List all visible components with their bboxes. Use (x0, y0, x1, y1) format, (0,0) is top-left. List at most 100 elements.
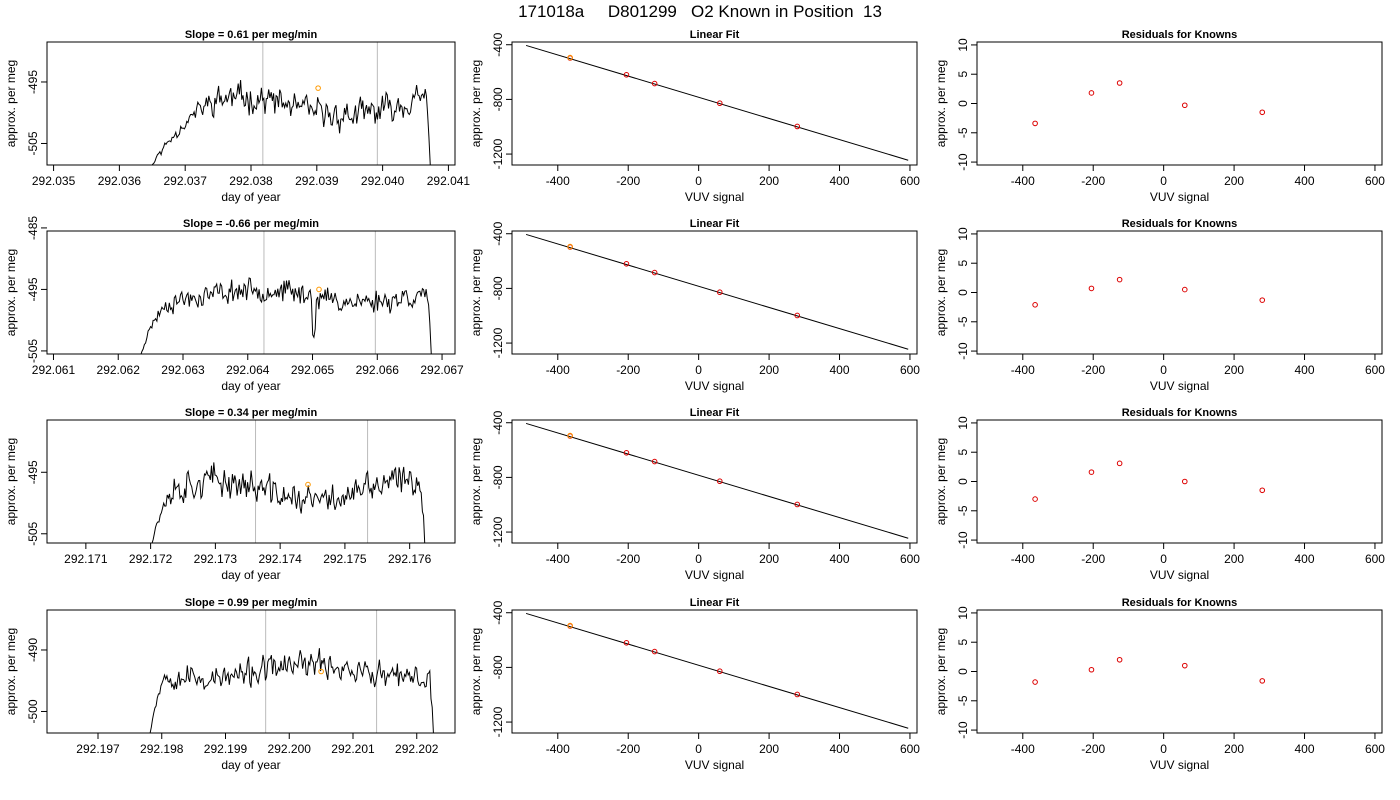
panel-3-2: -400 -200 0 200 400 600 -400 -800 -1200 Linear Fi… (469, 407, 920, 582)
y-axis-label: approx. per meg (4, 249, 18, 336)
panel-2-3: -400 -200 0 200 400 600 -10 -5 0 5 10 Residuals for… (934, 218, 1385, 393)
data-point (1259, 678, 1266, 684)
panel-title: Linear Fit (690, 218, 740, 230)
y-axis-label: approx. per meg (934, 438, 948, 525)
x-tick-label: 600 (1365, 552, 1385, 566)
y-tick-label: -495 (26, 460, 40, 484)
data-point (1032, 679, 1038, 685)
x-axis-label: VUV signal (1150, 758, 1209, 772)
x-axis-label: VUV signal (685, 190, 744, 204)
x-tick-label: 600 (900, 742, 920, 756)
panel-3-1: 292.171 292.172 292.173 292.174 292.175 292.1… (4, 407, 456, 582)
plot-area (140, 231, 432, 354)
highlight-point (567, 432, 573, 439)
data-point (1088, 285, 1095, 292)
x-tick-label: 200 (759, 174, 779, 188)
x-tick-label: 0 (1160, 552, 1167, 566)
x-tick-label: 292.063 (161, 363, 205, 377)
data-point (651, 648, 658, 655)
x-tick-label: 0 (695, 742, 702, 756)
y-tick-label: -495 (26, 277, 40, 301)
data-point (794, 312, 801, 319)
y-tick-label: -5 (956, 505, 970, 516)
y-axis-label: approx. per meg (469, 438, 483, 525)
x-tick-label: -200 (1081, 742, 1105, 756)
y-axis-label: approx. per meg (4, 628, 18, 715)
y-tick-label: 0 (956, 289, 970, 296)
panel-4-2: -400 -200 0 200 400 600 -400 -800 -1200 Linear Fi… (469, 597, 920, 772)
y-axis-label: approx. per meg (469, 60, 483, 147)
x-tick-label: 600 (900, 363, 920, 377)
highlight-point (567, 243, 573, 250)
plot-frame (976, 609, 1383, 734)
x-axis-label: day of year (221, 190, 280, 204)
y-tick-label: -400 (491, 32, 505, 56)
x-tick-label: 200 (759, 552, 779, 566)
panel-3-3: -400 -200 0 200 400 600 -10 -5 0 5 10 Residuals for… (934, 407, 1385, 582)
x-tick-label: 200 (1224, 552, 1244, 566)
data-point (794, 123, 801, 130)
y-axis-label: approx. per meg (469, 628, 483, 715)
panel-title: Residuals for Knowns (1122, 218, 1238, 230)
x-tick-label: 400 (1295, 742, 1315, 756)
x-tick-label: 292.039 (295, 174, 339, 188)
x-tick-label: 292.201 (331, 742, 375, 756)
x-axis-label: VUV signal (685, 379, 744, 393)
plot-area (1032, 80, 1266, 127)
plot-frame (46, 41, 456, 166)
x-tick-label: 292.175 (323, 552, 367, 566)
x-axis-label: day of year (221, 379, 280, 393)
panel-1-2: -400 -200 0 200 400 600 -400 -800 -1200 Linear Fi… (469, 29, 920, 204)
data-point (1181, 102, 1188, 109)
x-tick-label: 400 (830, 363, 850, 377)
data-point (1259, 297, 1266, 303)
x-tick-label: 200 (759, 742, 779, 756)
x-tick-label: 200 (759, 363, 779, 377)
current-marker (316, 286, 322, 293)
data-point (1181, 478, 1188, 485)
x-tick-label: 292.173 (194, 552, 238, 566)
y-tick-label: -1200 (491, 327, 505, 358)
x-tick-label: -400 (1011, 742, 1035, 756)
series-line (151, 79, 431, 165)
plot-frame (511, 419, 918, 544)
x-tick-label: 400 (1295, 552, 1315, 566)
x-tick-label: 292.064 (226, 363, 270, 377)
y-tick-label: 10 (956, 606, 970, 620)
current-marker (315, 85, 321, 91)
panel-2-2: -400 -200 0 200 400 600 -400 -800 -1200 Linear Fi… (469, 218, 920, 393)
x-tick-label: -200 (616, 363, 640, 377)
panel-1-3: -400 -200 0 200 400 600 -10 -5 0 5 10 Residuals for… (934, 29, 1385, 204)
series-line (140, 277, 432, 354)
y-tick-label: -505 (26, 131, 40, 155)
y-tick-label: -800 (491, 465, 505, 489)
plot-frame (976, 419, 1383, 544)
x-tick-label: 0 (695, 174, 702, 188)
y-axis-label: approx. per meg (4, 60, 18, 147)
data-point (716, 668, 723, 675)
y-tick-label: -1200 (491, 516, 505, 547)
panel-1-1: 292.035 292.036 292.037 292.038 292.039 292.0… (4, 29, 470, 204)
data-point (794, 501, 801, 508)
x-axis-label: day of year (221, 758, 280, 772)
data-point (623, 450, 630, 456)
y-axis-label: approx. per meg (934, 60, 948, 147)
x-tick-label: 600 (1365, 174, 1385, 188)
x-tick-label: 292.174 (258, 552, 302, 566)
x-tick-label: 292.035 (32, 174, 76, 188)
panel-4-3: -400 -200 0 200 400 600 -10 -5 0 5 10 Residuals for… (934, 597, 1385, 772)
x-tick-label: 200 (1224, 174, 1244, 188)
plot-frame (46, 230, 456, 355)
y-tick-label: 5 (956, 260, 970, 267)
x-tick-label: 600 (1365, 742, 1385, 756)
x-tick-label: 400 (1295, 174, 1315, 188)
x-tick-label: 292.040 (361, 174, 405, 188)
x-tick-label: -400 (1011, 363, 1035, 377)
panel-title: Residuals for Knowns (1122, 407, 1238, 419)
x-tick-label: 0 (1160, 174, 1167, 188)
x-tick-label: -400 (546, 552, 570, 566)
y-tick-label: 5 (956, 71, 970, 78)
x-axis-label: VUV signal (1150, 379, 1209, 393)
plot-area (525, 422, 909, 539)
y-tick-label: -800 (491, 655, 505, 679)
